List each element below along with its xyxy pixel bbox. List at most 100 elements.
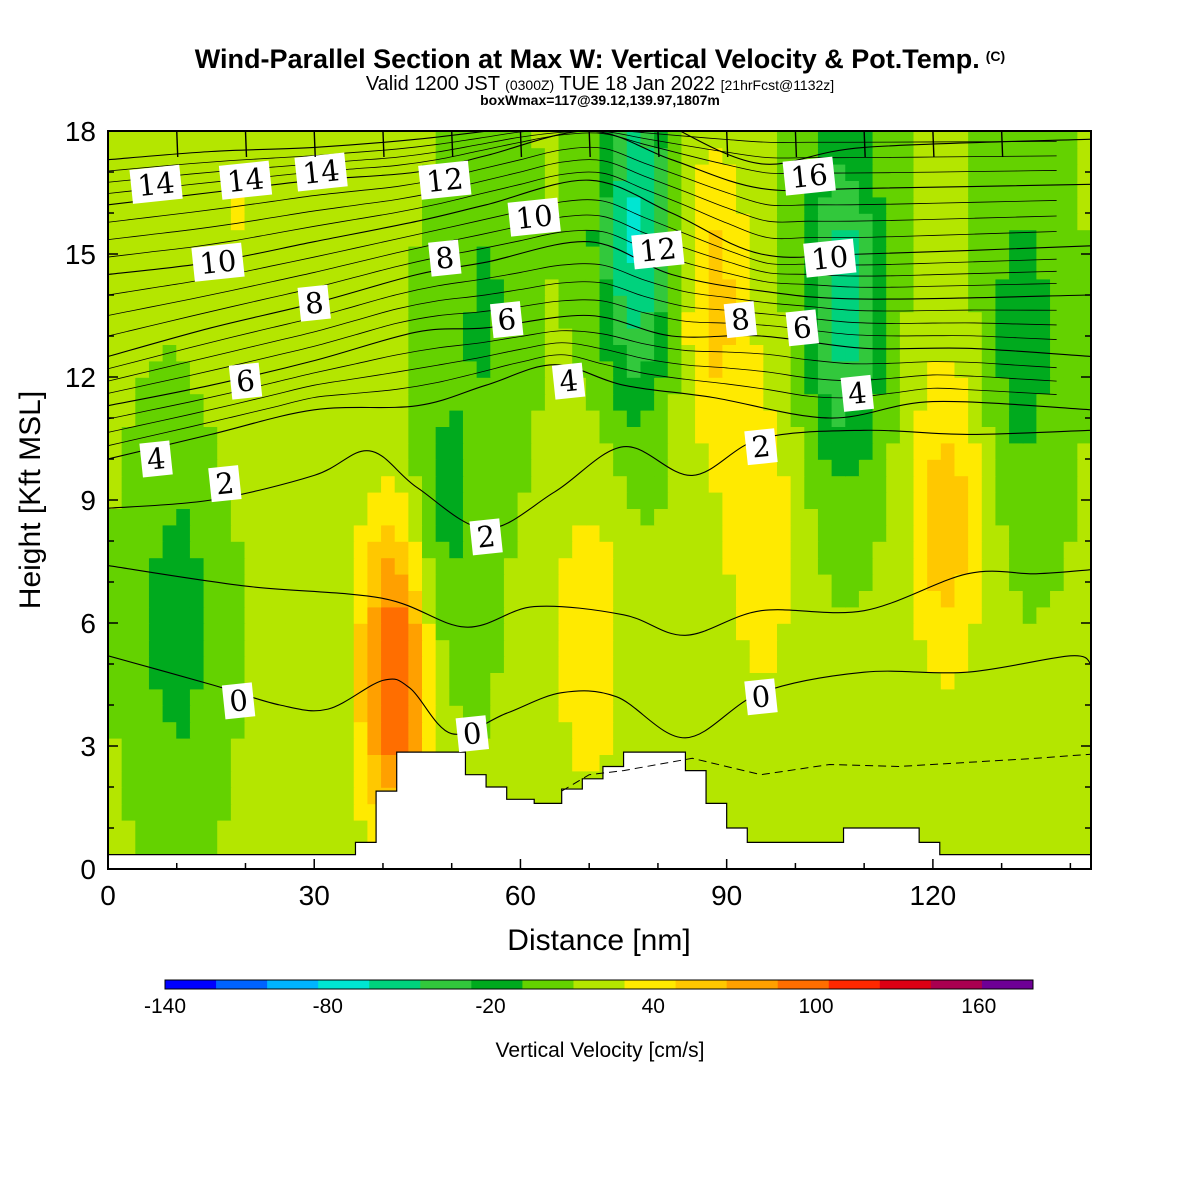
velocity-cell bbox=[736, 278, 751, 296]
velocity-cell bbox=[312, 508, 328, 526]
velocity-cell bbox=[695, 426, 710, 444]
velocity-cell bbox=[749, 147, 765, 165]
velocity-cell bbox=[981, 524, 997, 542]
velocity-cell bbox=[258, 524, 273, 542]
velocity-cell bbox=[613, 721, 628, 739]
velocity-cell bbox=[1050, 508, 1065, 526]
velocity-cell bbox=[981, 147, 997, 165]
velocity-cell bbox=[230, 557, 246, 575]
velocity-cell bbox=[613, 360, 628, 378]
velocity-cell bbox=[599, 245, 614, 263]
velocity-cell bbox=[790, 409, 806, 427]
velocity-cell bbox=[326, 245, 341, 263]
velocity-cell bbox=[217, 606, 232, 624]
velocity-cell bbox=[831, 131, 847, 149]
velocity-cell bbox=[408, 655, 423, 673]
contour-label: 6 bbox=[785, 309, 819, 347]
velocity-cell bbox=[558, 196, 573, 214]
velocity-cell bbox=[695, 147, 710, 165]
velocity-cell bbox=[394, 426, 410, 444]
velocity-cell bbox=[435, 393, 451, 411]
velocity-cell bbox=[408, 229, 423, 247]
velocity-shading bbox=[108, 131, 1091, 869]
velocity-cell bbox=[230, 442, 246, 460]
velocity-cell bbox=[968, 639, 983, 657]
velocity-cell bbox=[954, 688, 969, 706]
velocity-cell bbox=[927, 377, 942, 395]
velocity-cell bbox=[886, 311, 901, 329]
velocity-cell bbox=[626, 131, 642, 149]
velocity-cell bbox=[503, 377, 519, 395]
velocity-cell bbox=[981, 721, 997, 739]
velocity-cell bbox=[258, 606, 273, 624]
velocity-cell bbox=[394, 131, 410, 149]
velocity-cell bbox=[503, 442, 519, 460]
velocity-cell bbox=[135, 770, 150, 788]
contour-label: 8 bbox=[428, 239, 462, 277]
velocity-cell bbox=[572, 590, 587, 608]
velocity-cell bbox=[462, 573, 478, 591]
velocity-cell bbox=[613, 180, 628, 198]
velocity-cell bbox=[258, 541, 273, 559]
contour-label-text: 12 bbox=[638, 231, 678, 269]
velocity-cell bbox=[517, 655, 533, 673]
velocity-cell bbox=[408, 491, 423, 509]
velocity-cell bbox=[544, 229, 560, 247]
velocity-cell bbox=[340, 557, 355, 575]
velocity-cell bbox=[626, 508, 642, 526]
velocity-cell bbox=[476, 426, 492, 444]
velocity-cell bbox=[476, 623, 492, 641]
velocity-cell bbox=[203, 590, 219, 608]
velocity-cell bbox=[503, 524, 519, 542]
velocity-cell bbox=[312, 491, 328, 509]
velocity-cell bbox=[749, 409, 765, 427]
velocity-cell bbox=[148, 803, 164, 821]
velocity-cell bbox=[695, 409, 710, 427]
velocity-cell bbox=[1009, 393, 1024, 411]
velocity-cell bbox=[804, 803, 819, 821]
velocity-cell bbox=[708, 508, 724, 526]
velocity-cell bbox=[244, 196, 259, 214]
velocity-cell bbox=[503, 557, 519, 575]
velocity-cell bbox=[490, 426, 505, 444]
velocity-cell bbox=[886, 147, 901, 165]
x-tick-label: 120 bbox=[910, 880, 957, 911]
velocity-cell bbox=[872, 524, 888, 542]
velocity-cell bbox=[135, 508, 150, 526]
velocity-cell bbox=[968, 360, 983, 378]
velocity-cell bbox=[108, 590, 123, 608]
velocity-cell bbox=[968, 524, 983, 542]
velocity-cell bbox=[531, 327, 546, 345]
velocity-cell bbox=[340, 541, 355, 559]
velocity-cell bbox=[831, 295, 847, 313]
velocity-cell bbox=[162, 245, 178, 263]
velocity-cell bbox=[995, 770, 1010, 788]
velocity-cell bbox=[927, 131, 942, 149]
velocity-cell bbox=[899, 491, 915, 509]
velocity-cell bbox=[708, 688, 724, 706]
velocity-cell bbox=[203, 787, 219, 805]
velocity-cell bbox=[203, 213, 219, 231]
velocity-cell bbox=[490, 229, 505, 247]
velocity-cell bbox=[940, 819, 956, 837]
theta-contour bbox=[108, 565, 1091, 636]
velocity-cell bbox=[913, 754, 928, 772]
velocity-cell bbox=[599, 295, 614, 313]
chart-title: Wind-Parallel Section at Max W: Vertical… bbox=[0, 44, 1200, 75]
velocity-cell bbox=[394, 508, 410, 526]
velocity-cell bbox=[599, 147, 614, 165]
velocity-cell bbox=[271, 639, 287, 657]
velocity-cell bbox=[899, 655, 915, 673]
velocity-cell bbox=[544, 557, 560, 575]
velocity-cell bbox=[995, 737, 1010, 755]
velocity-cell bbox=[1022, 196, 1038, 214]
velocity-cell bbox=[435, 573, 451, 591]
velocity-cell bbox=[558, 541, 573, 559]
velocity-cell bbox=[913, 606, 928, 624]
velocity-cell bbox=[476, 278, 492, 296]
velocity-cell bbox=[776, 295, 792, 313]
velocity-cell bbox=[353, 623, 369, 641]
velocity-cell bbox=[736, 131, 751, 149]
velocity-cell bbox=[599, 213, 614, 231]
velocity-cell bbox=[927, 639, 942, 657]
